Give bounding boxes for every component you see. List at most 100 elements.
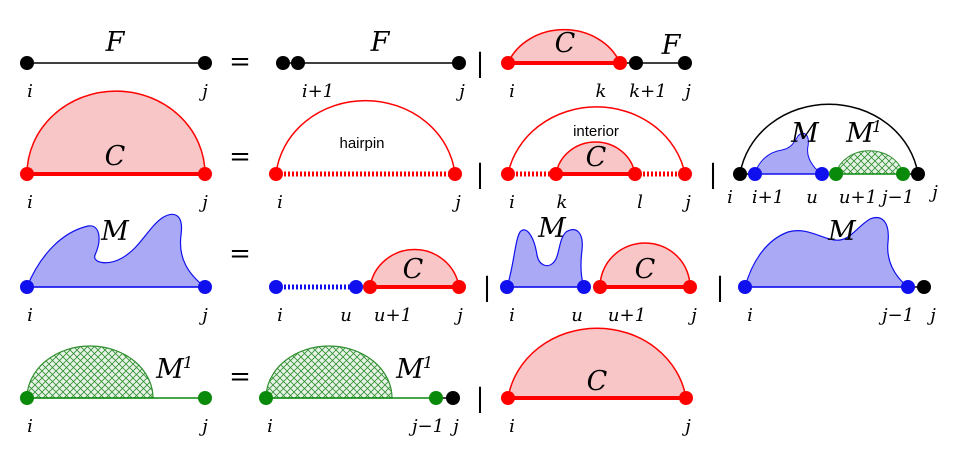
hairpin-label-j: j bbox=[451, 192, 461, 213]
interior-label-k: k bbox=[557, 192, 568, 213]
m1-term2-c-arc bbox=[507, 327, 687, 399]
f-term2-label-k1: k+1 bbox=[629, 81, 666, 102]
multiloop-dot-u1 bbox=[829, 167, 843, 181]
multiloop-m1-superscript: 1 bbox=[872, 117, 882, 136]
m-dot-i bbox=[20, 280, 34, 294]
f-symbol: F bbox=[105, 27, 126, 58]
f-term1-dot-i bbox=[276, 56, 290, 70]
interior-label-l: l bbox=[637, 192, 643, 213]
m-term3-dot-j1 bbox=[901, 280, 915, 294]
equals-sign-row-3: = bbox=[229, 239, 251, 269]
m-term3-m-symbol: M bbox=[827, 216, 857, 247]
hairpin-dot-j bbox=[448, 167, 462, 181]
multiloop-m1-hatch bbox=[835, 150, 904, 175]
multiloop-dot-u bbox=[815, 167, 829, 181]
multiloop-label-j: j bbox=[928, 182, 938, 203]
m-term1-label-j: j bbox=[453, 305, 463, 326]
m-term1-label-i: i bbox=[277, 305, 283, 326]
f-term1-dot-i1 bbox=[291, 56, 305, 70]
m-term3-label-j1: j−1 bbox=[878, 305, 914, 326]
equals-sign-row-2: = bbox=[229, 142, 251, 172]
hairpin-dot-i bbox=[269, 167, 283, 181]
row-c: C i j = hairpin i j | interior C i k l j… bbox=[20, 90, 938, 213]
m-term1-label-u1: u+1 bbox=[374, 305, 412, 326]
equals-sign-row-4: = bbox=[229, 362, 251, 392]
m-term3-dot-i bbox=[738, 280, 752, 294]
multiloop-label-i: i bbox=[727, 187, 733, 208]
m-term1-dot-u bbox=[349, 280, 363, 294]
bar-row-1: | bbox=[476, 49, 485, 79]
multiloop-label-u1: u+1 bbox=[839, 187, 877, 208]
m-term2-dot-u bbox=[577, 280, 591, 294]
m-term3-dot-j bbox=[917, 280, 931, 294]
interior-c-symbol: C bbox=[586, 142, 607, 173]
m1-term1-dot-j1 bbox=[429, 391, 443, 405]
f-term2-dot-k1 bbox=[629, 56, 643, 70]
c-arc bbox=[26, 90, 206, 175]
multiloop-label-u: u bbox=[806, 187, 818, 208]
m-term1-c-arc bbox=[369, 248, 460, 288]
m1-term1-label-i: i bbox=[267, 416, 273, 437]
m-term1-label-u: u bbox=[340, 305, 352, 326]
multiloop-dot-i bbox=[733, 167, 747, 181]
f-term2-f-symbol: F bbox=[661, 30, 682, 61]
multiloop-outer-arc bbox=[739, 103, 919, 175]
m1-term1-dot-j bbox=[446, 391, 460, 405]
row-m1: M 1 i j = M 1 i j−1 j | C i j bbox=[20, 327, 693, 437]
bar-row-3a: | bbox=[483, 273, 492, 303]
m-term1-dot-j bbox=[452, 280, 466, 294]
m-term2-dot-u1 bbox=[593, 280, 607, 294]
m-term3-m-blob bbox=[744, 217, 910, 288]
c-dot-j bbox=[198, 167, 212, 181]
m-term2-c-arc bbox=[599, 242, 691, 288]
multiloop-dot-j bbox=[911, 167, 925, 181]
interior-dot-l bbox=[628, 167, 642, 181]
hairpin-label-i: i bbox=[277, 192, 283, 213]
m-term2-m-symbol: M bbox=[537, 213, 567, 244]
row-f: F i j = F i+1 j | C F i k k+1 j bbox=[20, 27, 692, 102]
f-dot-i bbox=[20, 56, 34, 70]
c-symbol: C bbox=[105, 141, 126, 172]
m1-label-i: i bbox=[27, 416, 33, 437]
m1-superscript: 1 bbox=[183, 353, 193, 372]
c-dot-i bbox=[20, 167, 34, 181]
m1-term2-label-i: i bbox=[509, 416, 515, 437]
m-term2-c-symbol: C bbox=[635, 254, 656, 285]
m-term3-label-j: j bbox=[926, 305, 936, 326]
f-dot-j bbox=[198, 56, 212, 70]
m-label-i: i bbox=[27, 305, 33, 326]
f-term2-dot-j bbox=[678, 56, 692, 70]
m1-term1-label-j1: j−1 bbox=[408, 416, 444, 437]
f-term1-label-j: j bbox=[455, 81, 465, 102]
row-m: M i j = C i u u+1 j | M C i u u+1 j | bbox=[20, 213, 936, 326]
f-term1-dot-j bbox=[452, 56, 466, 70]
m-term1-dot-i bbox=[269, 280, 283, 294]
f-term2-dot-i bbox=[501, 56, 515, 70]
f-term2-c-symbol: C bbox=[555, 28, 576, 59]
m-term2-dot-j bbox=[683, 280, 697, 294]
multiloop-label-i1: i+1 bbox=[752, 187, 784, 208]
m-term2-m-blob bbox=[506, 229, 585, 288]
m1-term1-dot-i bbox=[259, 391, 273, 405]
c-label-j: j bbox=[198, 192, 208, 213]
m1-term2-label-j: j bbox=[681, 416, 691, 437]
m1-term2-c-symbol: C bbox=[587, 366, 608, 397]
f-term2-dot-k bbox=[613, 56, 627, 70]
f-term2-c-arc bbox=[506, 28, 622, 64]
multiloop-dot-i1 bbox=[748, 167, 762, 181]
m1-term1-superscript: 1 bbox=[423, 353, 433, 372]
c-label-i: i bbox=[27, 192, 33, 213]
f-label-j: j bbox=[198, 81, 208, 102]
interior-inner-arc bbox=[555, 141, 636, 175]
f-term2-label-i: i bbox=[509, 81, 515, 102]
m1-label-j: j bbox=[198, 416, 208, 437]
f-term2-label-k: k bbox=[596, 81, 607, 102]
hairpin-arc bbox=[275, 99, 456, 175]
m-term3-label-i: i bbox=[747, 305, 753, 326]
hairpin-label: hairpin bbox=[339, 135, 384, 152]
m-blob bbox=[26, 213, 207, 288]
m1-term1-label-j: j bbox=[449, 416, 459, 437]
interior-label: interior bbox=[573, 123, 619, 140]
interior-dot-i bbox=[501, 167, 515, 181]
